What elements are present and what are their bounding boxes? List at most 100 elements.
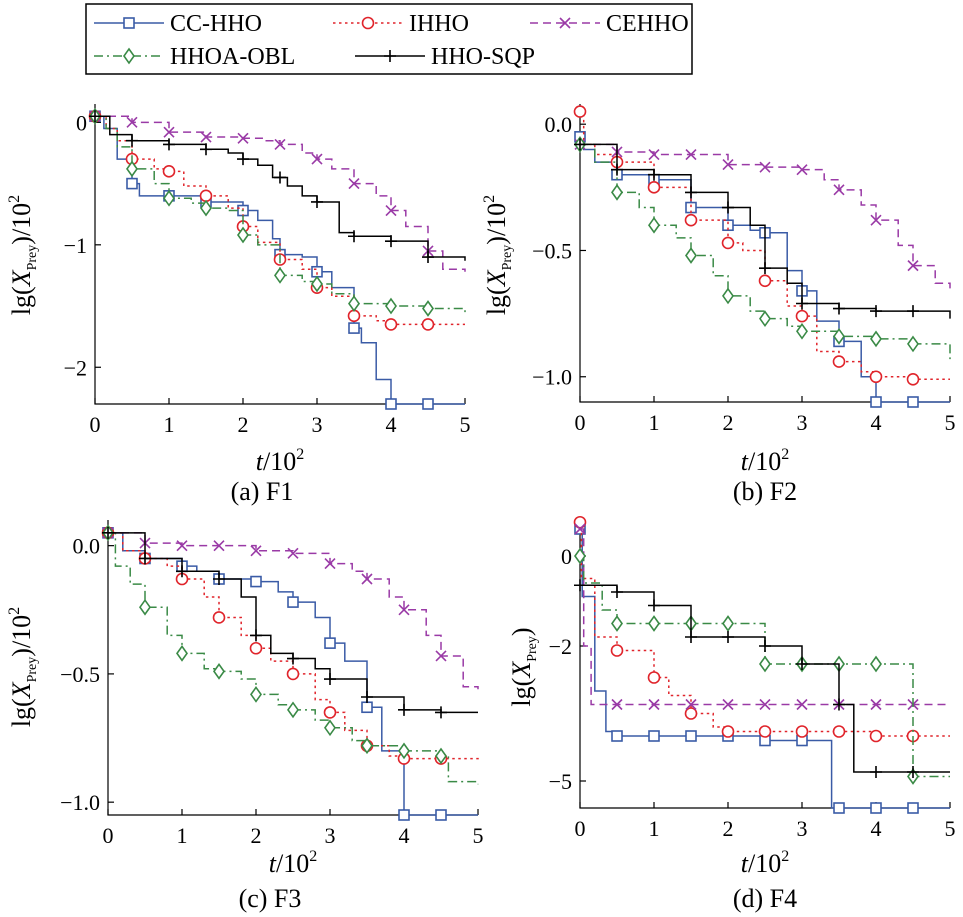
data-point bbox=[685, 186, 697, 199]
x-axis-label: t/102 bbox=[741, 446, 789, 476]
data-point bbox=[200, 131, 212, 143]
data-point bbox=[324, 558, 336, 570]
series-cc-hho bbox=[574, 523, 950, 814]
data-point bbox=[833, 698, 845, 711]
x-tick-label: 3 bbox=[312, 412, 323, 437]
data-point bbox=[647, 181, 661, 194]
data-point bbox=[574, 523, 586, 535]
chart-panel-2: 0 1 2 3 4 5 0.0 −0.5 −1.0 t/102 lg(XPrey)/102 (b) F… bbox=[481, 104, 956, 506]
data-point bbox=[759, 310, 771, 328]
data-point bbox=[869, 370, 883, 384]
data-point bbox=[832, 725, 846, 738]
data-point bbox=[287, 547, 299, 559]
legend-marker bbox=[361, 16, 375, 30]
data-point bbox=[274, 267, 286, 284]
x-tick-label: 3 bbox=[797, 816, 808, 841]
data-point bbox=[139, 552, 151, 565]
y-tick-label: −5 bbox=[549, 769, 572, 794]
data-point bbox=[250, 575, 262, 588]
data-point bbox=[385, 398, 397, 410]
data-point bbox=[833, 802, 845, 814]
y-tick-label: −2 bbox=[64, 355, 87, 380]
y-tick-label: 0.0 bbox=[545, 112, 573, 137]
x-axis-label: t/102 bbox=[741, 848, 789, 878]
data-point bbox=[870, 698, 882, 711]
series-hho-sqp bbox=[574, 579, 950, 778]
x-axis-label: t/102 bbox=[269, 848, 317, 878]
data-point bbox=[311, 275, 323, 293]
data-point bbox=[833, 327, 845, 345]
data-point bbox=[721, 725, 735, 738]
data-point bbox=[348, 178, 360, 190]
legend-label: IHHO bbox=[409, 11, 469, 37]
data-point bbox=[722, 615, 734, 632]
data-point bbox=[311, 265, 323, 278]
data-point bbox=[348, 230, 360, 243]
x-tick-label: 0 bbox=[575, 410, 586, 435]
data-point bbox=[162, 165, 176, 178]
data-point bbox=[722, 287, 734, 305]
legend-marker bbox=[384, 50, 396, 62]
data-point bbox=[759, 262, 771, 275]
chart-panel-3: 0 1 2 3 4 5 0.0 −0.5 −1.0 t/102 lg(XPrey)/102 (c) F… bbox=[6, 520, 484, 913]
data-point bbox=[176, 565, 188, 578]
data-point bbox=[176, 645, 188, 662]
x-axis-label: t/102 bbox=[256, 446, 304, 476]
series-ihho bbox=[101, 526, 479, 765]
series-hho-sqp bbox=[89, 110, 466, 264]
data-point bbox=[435, 706, 447, 719]
x-tick-label: 5 bbox=[473, 823, 484, 848]
data-point bbox=[435, 747, 447, 765]
data-point bbox=[361, 737, 373, 755]
data-point bbox=[907, 766, 919, 778]
y-tick-label: −2 bbox=[549, 634, 572, 659]
data-point bbox=[311, 195, 323, 208]
data-point bbox=[685, 631, 697, 643]
data-point bbox=[213, 573, 225, 585]
legend-label: HHO-SQP bbox=[431, 44, 535, 70]
data-point bbox=[611, 163, 623, 176]
data-point bbox=[398, 703, 410, 716]
data-point bbox=[796, 322, 808, 340]
legend: CC-HHO IHHO CEHHO HHOA-OBL HHO-SQP bbox=[85, 3, 693, 75]
data-point bbox=[721, 236, 735, 250]
series-cehho bbox=[574, 523, 950, 711]
y-tick-label: −1 bbox=[64, 233, 87, 258]
data-point bbox=[126, 177, 138, 190]
data-point bbox=[213, 540, 225, 552]
data-point bbox=[163, 138, 175, 151]
series-line bbox=[580, 143, 951, 319]
data-point bbox=[870, 766, 882, 778]
data-point bbox=[610, 644, 624, 657]
y-tick-label: 0 bbox=[561, 544, 572, 569]
data-point bbox=[287, 596, 299, 608]
data-point bbox=[274, 138, 286, 150]
series-line bbox=[95, 115, 465, 326]
y-tick-label: −1.0 bbox=[532, 365, 572, 390]
series-ihho bbox=[88, 109, 465, 331]
legend-marker bbox=[559, 17, 571, 29]
data-point bbox=[199, 189, 213, 203]
data-point bbox=[870, 396, 882, 408]
data-point bbox=[361, 691, 373, 703]
data-point bbox=[833, 184, 845, 196]
data-point bbox=[176, 540, 188, 552]
data-point bbox=[648, 599, 660, 612]
chart-panel-1: 0 1 2 3 4 5 0 −1 −2 t/102 lg(XPrey)/102 (a) F1 bbox=[6, 104, 471, 506]
legend-entry-ihho: IHHO bbox=[333, 11, 469, 37]
data-point bbox=[722, 201, 734, 214]
data-point bbox=[287, 652, 299, 665]
data-point bbox=[574, 138, 586, 151]
x-tick-label: 2 bbox=[251, 823, 262, 848]
series-line bbox=[580, 143, 951, 289]
data-point bbox=[286, 667, 300, 681]
data-point bbox=[907, 802, 919, 814]
x-tick-label: 1 bbox=[177, 823, 188, 848]
x-tick-label: 1 bbox=[649, 410, 660, 435]
x-tick-label: 0 bbox=[575, 816, 586, 841]
legend-label: CC-HHO bbox=[170, 11, 262, 37]
series-hhoa-obl bbox=[574, 547, 950, 785]
data-point bbox=[139, 598, 151, 616]
series-ihho bbox=[573, 515, 950, 743]
data-point bbox=[89, 110, 101, 123]
